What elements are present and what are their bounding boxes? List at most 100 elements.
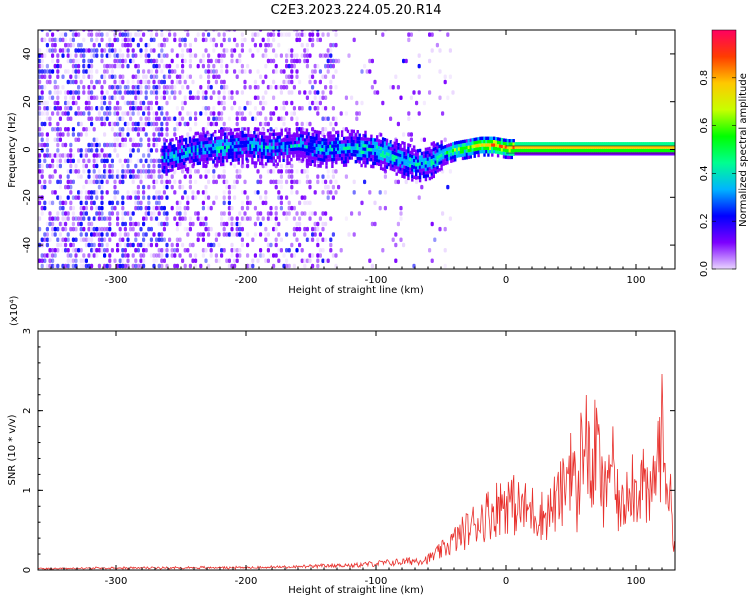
- heatmap-cell: [255, 127, 258, 132]
- heatmap-cell: [116, 53, 120, 58]
- heatmap-cell: [113, 132, 117, 137]
- heatmap-cell: [139, 205, 143, 211]
- heatmap-cell: [194, 53, 198, 58]
- heatmap-cell: [331, 161, 334, 165]
- heatmap-cell: [295, 58, 299, 64]
- heatmap-cell: [354, 153, 357, 157]
- heatmap-cell: [183, 190, 187, 195]
- heatmap-cell: [142, 237, 146, 242]
- heatmap-cell: [167, 162, 170, 166]
- heatmap-cell: [165, 242, 169, 248]
- heatmap-cell: [170, 248, 174, 253]
- heatmap-cell: [144, 158, 148, 164]
- heatmap-cell: [82, 184, 86, 190]
- heatmap-cell: [354, 143, 357, 147]
- heatmap-cell: [100, 95, 104, 100]
- heatmap-cell: [206, 150, 209, 155]
- heatmap-cell: [116, 63, 120, 69]
- heatmap-cell: [214, 163, 217, 167]
- heatmap-cell: [121, 30, 125, 32]
- heatmap-cell: [319, 147, 322, 152]
- heatmap-cell: [100, 226, 104, 232]
- heatmap-cell: [97, 216, 101, 221]
- heatmap-cell: [327, 141, 330, 145]
- heatmap-cell: [243, 150, 246, 155]
- heatmap-cell: [233, 100, 237, 106]
- heatmap-cell: [181, 162, 184, 166]
- heatmap-cell: [308, 74, 312, 79]
- heatmap-cell: [619, 145, 623, 149]
- heatmap-cell: [305, 148, 309, 152]
- heatmap-cell: [116, 137, 120, 142]
- heatmap-cell: [316, 221, 320, 227]
- heatmap-cell: [230, 53, 234, 58]
- heatmap-cell: [165, 116, 169, 121]
- heatmap-cell: [222, 90, 226, 95]
- heatmap-cell: [407, 163, 410, 167]
- heatmap-cell: [251, 32, 255, 37]
- heatmap-cell: [155, 100, 159, 106]
- heatmap-cell: [51, 216, 55, 221]
- heatmap-cell: [51, 232, 55, 237]
- heatmap-cell: [331, 147, 334, 152]
- heatmap-cell: [48, 221, 52, 227]
- heatmap-cell: [103, 169, 107, 174]
- heatmap-cell: [270, 156, 274, 160]
- heatmap-cell: [149, 37, 153, 43]
- heatmap-cell: [186, 153, 190, 158]
- heatmap-cell: [249, 140, 252, 145]
- heatmap-cell: [411, 151, 414, 155]
- heatmap-cell: [95, 32, 99, 37]
- heatmap-cell: [450, 159, 453, 163]
- heatmap-cell: [97, 211, 101, 216]
- heatmap-cell: [417, 195, 421, 200]
- heatmap-cell: [100, 179, 104, 185]
- heatmap-cell: [395, 149, 398, 153]
- heatmap-cell: [58, 111, 62, 116]
- heatmap-cell: [136, 142, 140, 148]
- heatmap-cell: [278, 152, 281, 156]
- heatmap-cell: [264, 135, 268, 139]
- heatmap-cell: [222, 146, 225, 150]
- heatmap-cell: [428, 176, 432, 181]
- heatmap-cell: [238, 58, 242, 64]
- heatmap-cell: [285, 85, 289, 90]
- heatmap-cell: [352, 149, 355, 154]
- heatmap-cell: [69, 226, 73, 232]
- heatmap-cell: [264, 142, 268, 146]
- heatmap-cell: [606, 148, 609, 153]
- heatmap-cell: [270, 152, 274, 157]
- heatmap-cell: [420, 155, 424, 159]
- heatmap-cell: [463, 156, 467, 160]
- heatmap-cell: [147, 137, 151, 142]
- heatmap-cell: [192, 145, 196, 149]
- heatmap-cell: [305, 58, 309, 64]
- heatmap-cell: [183, 121, 187, 127]
- heatmap-cell: [385, 158, 389, 163]
- heatmap-cell: [92, 148, 96, 153]
- heatmap-cell: [323, 145, 326, 149]
- heatmap-cell: [147, 58, 151, 64]
- heatmap-cell: [209, 248, 213, 253]
- heatmap-cell: [418, 152, 422, 156]
- heatmap-cell: [377, 139, 381, 143]
- heatmap-cell: [317, 137, 320, 141]
- heatmap-cell: [282, 253, 286, 258]
- heatmap-cell: [183, 263, 187, 269]
- heatmap-cell: [147, 211, 151, 216]
- heatmap-cell: [45, 48, 49, 53]
- heatmap-cell: [350, 132, 353, 137]
- heatmap-cell: [118, 179, 122, 185]
- heatmap-cell: [223, 155, 227, 160]
- heatmap-cell: [74, 79, 78, 85]
- heatmap-cell: [592, 152, 595, 156]
- heatmap-cell: [196, 90, 200, 95]
- heatmap-cell: [144, 205, 148, 211]
- heatmap-cell: [233, 154, 237, 159]
- heatmap-cell: [240, 200, 244, 206]
- heatmap-cell: [110, 121, 114, 127]
- heatmap-cell: [473, 141, 476, 145]
- heatmap-cell: [162, 79, 166, 85]
- heatmap-cell: [160, 32, 164, 37]
- heatmap-cell: [615, 152, 619, 156]
